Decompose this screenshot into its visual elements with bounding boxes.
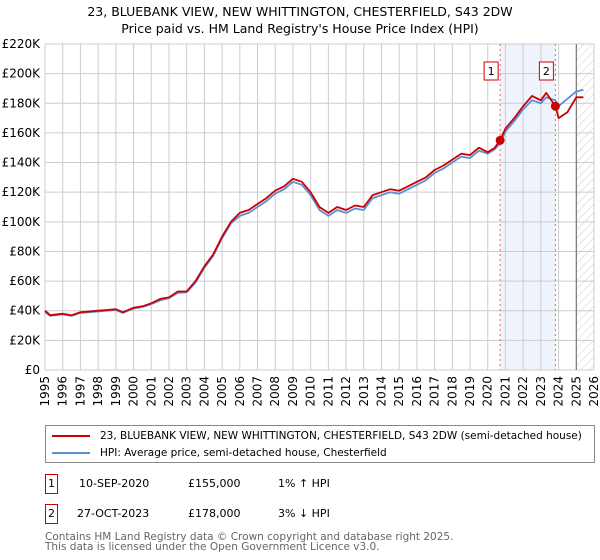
sale-point (495, 135, 505, 145)
x-tick-label: 2009 (286, 376, 300, 407)
transaction-hpi: 3% ↓ HPI (278, 507, 330, 520)
x-tick-label: 1999 (109, 376, 123, 407)
x-tick-label: 2013 (357, 376, 371, 407)
y-tick-label: £160K (2, 126, 42, 140)
transaction-date: 27-OCT-2023 (77, 507, 150, 520)
y-tick-label: £140K (2, 156, 42, 170)
legend: 23, BLUEBANK VIEW, NEW WHITTINGTON, CHES… (45, 425, 595, 463)
x-tick-label: 2018 (445, 376, 459, 407)
x-tick-label: 2015 (392, 376, 406, 407)
footer: Contains HM Land Registry data © Crown c… (45, 531, 454, 553)
sale-label-box (538, 61, 554, 81)
legend-item-hpi: HPI: Average price, semi-detached house,… (52, 445, 387, 461)
transaction-hpi: 1% ↑ HPI (278, 477, 330, 490)
y-tick-label: £40K (9, 304, 41, 318)
y-tick-label: £0 (25, 363, 40, 377)
x-tick-label: 2001 (144, 376, 158, 407)
price-chart: £0 £20K £40K £60K £80K £100K £120K £140K £160K £1… (2, 37, 600, 407)
y-tick-label: £80K (9, 244, 41, 258)
x-tick-label: 2000 (127, 376, 141, 407)
transaction-price: £155,000 (188, 477, 241, 490)
x-tick-label: 2002 (162, 376, 176, 407)
x-tick-label: 1995 (38, 376, 52, 407)
chart-subtitle: Price paid vs. HM Land Registry's House … (121, 21, 479, 36)
x-tick-label: 2004 (197, 376, 211, 407)
x-tick-label: 2016 (410, 376, 424, 407)
x-tick-label: 2021 (498, 376, 512, 407)
legend-item-property: 23, BLUEBANK VIEW, NEW WHITTINGTON, CHES… (52, 428, 582, 444)
y-tick-label: £60K (9, 274, 41, 288)
property-price-line (44, 92, 584, 317)
x-tick-label: 1997 (73, 376, 87, 407)
footer-copyright: Contains HM Land Registry data © Crown c… (45, 531, 454, 543)
transaction-marker: 2 (45, 504, 58, 524)
y-tick-label: £20K (9, 333, 41, 347)
chart-title: 23, BLUEBANK VIEW, NEW WHITTINGTON, CHES… (87, 4, 513, 19)
legend-swatch-hpi (52, 452, 90, 454)
x-tick-label: 2012 (339, 376, 353, 407)
x-tick-label: 2006 (233, 376, 247, 407)
x-tick-label: 2007 (251, 376, 265, 407)
legend-swatch-property (52, 435, 90, 437)
transaction-row: 2 27-OCT-2023 £178,000 3% ↓ HPI (45, 504, 595, 524)
x-tick-label: 2005 (215, 376, 229, 407)
x-tick-label: 2019 (463, 376, 477, 407)
x-tick-label: 1998 (91, 376, 105, 407)
x-tick-label: 2011 (321, 376, 335, 407)
sale-label-box (483, 61, 499, 81)
sale-label: 1 (488, 65, 495, 78)
transaction-row: 1 10-SEP-2020 £155,000 1% ↑ HPI (45, 474, 595, 494)
x-tick-label: 2017 (428, 376, 442, 407)
forecast-hatch (576, 44, 594, 370)
x-tick-label: 2026 (587, 376, 600, 407)
y-tick-label: £120K (2, 185, 42, 199)
sale-point (550, 101, 560, 111)
y-tick-label: £200K (2, 67, 42, 81)
x-tick-label: 2022 (516, 376, 530, 407)
legend-label-property: 23, BLUEBANK VIEW, NEW WHITTINGTON, CHES… (100, 430, 582, 442)
transaction-price: £178,000 (188, 507, 241, 520)
x-tick-label: 2025 (569, 376, 583, 407)
y-tick-label: £100K (2, 215, 42, 229)
legend-label-hpi: HPI: Average price, semi-detached house,… (100, 447, 387, 459)
x-tick-label: 2003 (180, 376, 194, 407)
sale-label: 2 (543, 65, 550, 78)
y-tick-label: £180K (2, 96, 42, 110)
x-tick-label: 2010 (304, 376, 318, 407)
x-tick-label: 1996 (56, 376, 70, 407)
x-tick-label: 2020 (481, 376, 495, 407)
transaction-marker: 1 (45, 474, 58, 494)
x-tick-label: 2008 (268, 376, 282, 407)
y-tick-label: £220K (2, 37, 42, 51)
footer-licence: This data is licensed under the Open Gov… (45, 541, 380, 553)
x-tick-label: 2014 (374, 376, 388, 407)
transaction-date: 10-SEP-2020 (79, 477, 150, 490)
x-tick-label: 2024 (552, 376, 566, 407)
x-tick-label: 2023 (534, 376, 548, 407)
